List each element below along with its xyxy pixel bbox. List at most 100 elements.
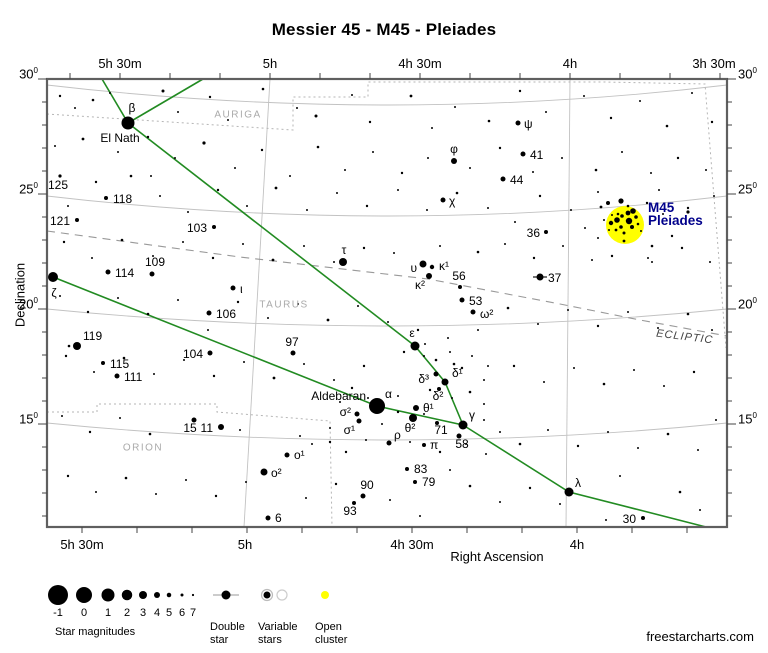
field-star-dot: [434, 358, 438, 362]
field-star-dot: [438, 450, 442, 454]
star-label: χ: [449, 194, 456, 208]
field-star-dot: [344, 169, 346, 171]
field-star-dot: [416, 328, 420, 332]
star-label: κ¹: [439, 259, 449, 273]
field-star-dot: [372, 151, 374, 153]
field-star-dot: [547, 429, 549, 431]
star-dot: [458, 285, 462, 289]
cluster-star-dot: [622, 239, 626, 243]
field-star-dot: [663, 385, 665, 387]
field-star-dot: [692, 370, 696, 374]
field-star-dot: [498, 146, 502, 150]
field-star-dot: [583, 95, 585, 97]
legend-open-cluster-caption: Open cluster: [315, 621, 348, 646]
field-star-dot: [538, 194, 542, 198]
field-star-dot: [182, 241, 184, 243]
dec-tick-label-right: 150: [738, 411, 757, 427]
field-star-dot: [487, 119, 491, 123]
field-star-dot: [148, 432, 152, 436]
field-star-dot: [447, 337, 449, 339]
dec-axis-label: Declination: [12, 262, 28, 328]
star-label: α: [385, 387, 392, 401]
field-star-dot: [426, 209, 428, 211]
field-star-dot: [333, 261, 335, 263]
field-star-dot: [62, 240, 66, 244]
legend-magnitude-dot: [121, 589, 133, 601]
field-star-dot: [715, 419, 717, 421]
field-star-dot: [665, 124, 669, 128]
field-star-dot: [699, 509, 701, 511]
legend-magnitudes-caption: Star magnitudes: [55, 626, 136, 638]
star-dot: [422, 443, 426, 447]
star-label: δ²: [433, 389, 444, 403]
field-star-dot: [570, 209, 572, 211]
legend-magnitude-value: 6: [179, 607, 185, 619]
field-star-dot: [365, 439, 367, 441]
cluster-star-dot: [640, 230, 642, 232]
field-star-dot: [396, 410, 400, 414]
field-star-dot: [599, 205, 603, 209]
field-star-dot: [471, 355, 473, 357]
field-star-dot: [594, 168, 598, 172]
field-star-dot: [506, 306, 510, 310]
cluster-star-dot: [625, 217, 633, 225]
field-star-dot: [409, 441, 411, 443]
star-label: υ: [410, 261, 417, 275]
chart-frame: [45, 77, 729, 529]
cluster-star-dot: [636, 222, 640, 226]
field-star-dot: [452, 362, 456, 366]
field-star-dot: [680, 246, 684, 250]
cluster-star-dot: [634, 215, 638, 219]
star-dot: [121, 116, 135, 130]
field-star-dot: [485, 453, 487, 455]
star-dot: [339, 258, 347, 266]
field-star-dot: [423, 413, 425, 415]
legend-variable-ring: [260, 588, 274, 602]
star-dot: [105, 269, 111, 275]
constellation-line: [127, 78, 204, 124]
field-star-dot: [584, 227, 586, 229]
field-star-dot: [336, 192, 338, 194]
field-star-dot: [208, 95, 212, 99]
field-star-dot: [607, 431, 609, 433]
field-star-dot: [246, 205, 248, 207]
star-label: ρ: [394, 428, 401, 442]
star-dot: [265, 515, 271, 521]
cluster-star-dot: [622, 231, 626, 235]
cluster-star-dot: [616, 212, 620, 216]
star-label: δ³: [418, 372, 429, 386]
constellation-line: [101, 78, 129, 124]
field-star-dot: [153, 373, 155, 375]
field-star-dot: [326, 318, 330, 322]
credit-text: freestarcharts.com: [646, 629, 754, 644]
field-star-dot: [124, 476, 128, 480]
field-star-dot: [271, 258, 275, 262]
field-star-dot: [59, 295, 61, 297]
field-star-dot: [152, 255, 154, 257]
field-star-dot: [483, 379, 485, 381]
field-star-dot: [120, 238, 124, 242]
field-star-dot: [183, 359, 185, 361]
star-dot: [564, 487, 574, 497]
field-star-dot: [245, 481, 247, 483]
field-star-dot: [54, 145, 56, 147]
star-name-label: El Nath: [100, 131, 139, 145]
star-dot: [73, 342, 81, 350]
star-label: ε: [409, 326, 415, 340]
field-star-dot: [61, 415, 63, 417]
field-star-dot: [236, 300, 240, 304]
star-label: 53: [469, 294, 483, 308]
field-star-dot: [393, 252, 395, 254]
field-star-dot: [650, 244, 654, 248]
open-cluster-marker: [606, 206, 644, 244]
star-dot: [290, 350, 296, 356]
field-star-dot: [424, 343, 426, 345]
field-star-dot: [469, 167, 471, 169]
field-star-dot: [419, 515, 421, 517]
constellation-line: [127, 122, 416, 347]
field-star-dot: [311, 443, 313, 445]
field-star-dot: [365, 204, 369, 208]
ra-tick-label-top: 4h: [562, 56, 578, 71]
field-star-dot: [74, 107, 76, 109]
ra-tick-label-top: 4h 30m: [398, 56, 442, 71]
